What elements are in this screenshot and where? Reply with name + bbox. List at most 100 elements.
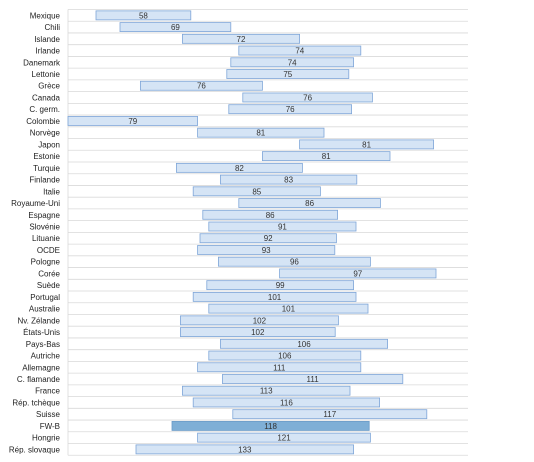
- bar: [181, 33, 300, 44]
- data-label: 72: [237, 35, 246, 44]
- data-label: 81: [362, 140, 371, 149]
- data-label: 111: [307, 375, 320, 384]
- data-label: 86: [305, 199, 314, 208]
- category-label: Norvège: [30, 129, 61, 138]
- data-label: 76: [286, 105, 295, 114]
- bar: [95, 10, 192, 21]
- bar: [206, 280, 355, 291]
- data-label: 69: [171, 23, 180, 32]
- data-label: 121: [277, 434, 291, 443]
- bar: [208, 303, 369, 314]
- category-label: Irlande: [36, 47, 61, 56]
- data-label: 111: [273, 363, 286, 372]
- category-label: France: [35, 387, 60, 396]
- bar: [119, 22, 232, 32]
- category-label: États-Unis: [23, 328, 60, 337]
- bar: [219, 338, 388, 349]
- data-label: 133: [238, 445, 252, 454]
- bar: [179, 327, 336, 337]
- category-label: Canada: [32, 93, 61, 102]
- category-label: Japon: [38, 140, 60, 149]
- data-label: 113: [260, 387, 273, 396]
- bar: [175, 162, 303, 173]
- bar: [221, 374, 404, 384]
- category-label: Autriche: [31, 352, 61, 361]
- category-label: Grèce: [38, 82, 60, 91]
- bar: [208, 350, 362, 361]
- bar: [202, 209, 339, 220]
- data-label: 92: [264, 234, 273, 243]
- data-label: 116: [280, 398, 293, 407]
- data-label: 106: [278, 352, 292, 361]
- data-label: 76: [197, 82, 206, 91]
- bar: [232, 409, 428, 420]
- category-label: Italie: [43, 187, 60, 196]
- bar: [219, 174, 358, 185]
- bar: [261, 151, 391, 162]
- data-label: 81: [322, 152, 331, 161]
- data-label: 102: [253, 316, 267, 325]
- bar: [228, 104, 353, 115]
- bar: [199, 233, 337, 244]
- data-label: 76: [303, 93, 312, 102]
- data-label: 118: [264, 422, 277, 431]
- category-label: Australie: [29, 305, 61, 314]
- data-label: 106: [297, 340, 311, 349]
- bar: [181, 385, 351, 396]
- category-label: OCDE: [37, 246, 60, 255]
- bar: [197, 432, 371, 443]
- data-label: 86: [266, 211, 275, 220]
- category-label: Portugal: [30, 293, 60, 302]
- category-label: Rép. slovaque: [9, 445, 61, 454]
- category-label: FW-B: [40, 422, 60, 431]
- bar: [208, 221, 357, 232]
- category-label: Pays-Bas: [26, 340, 60, 349]
- data-label: 58: [139, 11, 148, 20]
- category-label: Espagne: [28, 211, 60, 220]
- category-label: Pologne: [31, 258, 61, 267]
- data-label: 101: [282, 305, 296, 314]
- data-label: 81: [256, 129, 265, 138]
- category-label: Lettonie: [32, 70, 61, 79]
- bar: [67, 116, 199, 126]
- bar: [242, 92, 373, 103]
- bar: [135, 444, 355, 455]
- bar: [192, 186, 321, 197]
- data-label: 97: [353, 269, 362, 278]
- bar: [139, 80, 263, 91]
- category-label: Corée: [38, 269, 60, 278]
- data-label: 91: [278, 223, 287, 232]
- category-label: Nv. Zélande: [17, 316, 60, 325]
- data-label: 117: [323, 410, 336, 419]
- category-label: Colombie: [26, 117, 60, 126]
- data-label: 99: [276, 281, 285, 290]
- category-label: Royaume-Uni: [11, 199, 60, 208]
- category-label: Turquie: [33, 164, 60, 173]
- bar: [197, 127, 325, 138]
- data-label: 74: [288, 58, 297, 67]
- bar: [197, 245, 336, 255]
- data-label: 82: [235, 164, 244, 173]
- bar: [299, 139, 435, 150]
- category-label: C. flamande: [17, 375, 61, 384]
- data-label: 85: [252, 187, 261, 196]
- category-label: C. germ.: [29, 105, 60, 114]
- category-label: Estonie: [33, 152, 60, 161]
- category-label: Allemagne: [22, 363, 60, 372]
- data-label: 96: [290, 258, 299, 267]
- data-label: 101: [268, 293, 282, 302]
- bar: [217, 256, 371, 267]
- category-label: Rép. tchèque: [12, 398, 60, 407]
- category-label: Islande: [34, 35, 60, 44]
- category-label: Danemark: [23, 58, 61, 67]
- bar: [279, 268, 437, 279]
- bar: [238, 45, 362, 56]
- category-label: Slovénie: [29, 223, 60, 232]
- data-label: 93: [262, 246, 271, 255]
- category-label: Finlande: [29, 176, 60, 185]
- bar: [179, 315, 339, 326]
- data-label: 74: [295, 47, 304, 56]
- bar: [197, 362, 362, 373]
- data-label: 102: [251, 328, 265, 337]
